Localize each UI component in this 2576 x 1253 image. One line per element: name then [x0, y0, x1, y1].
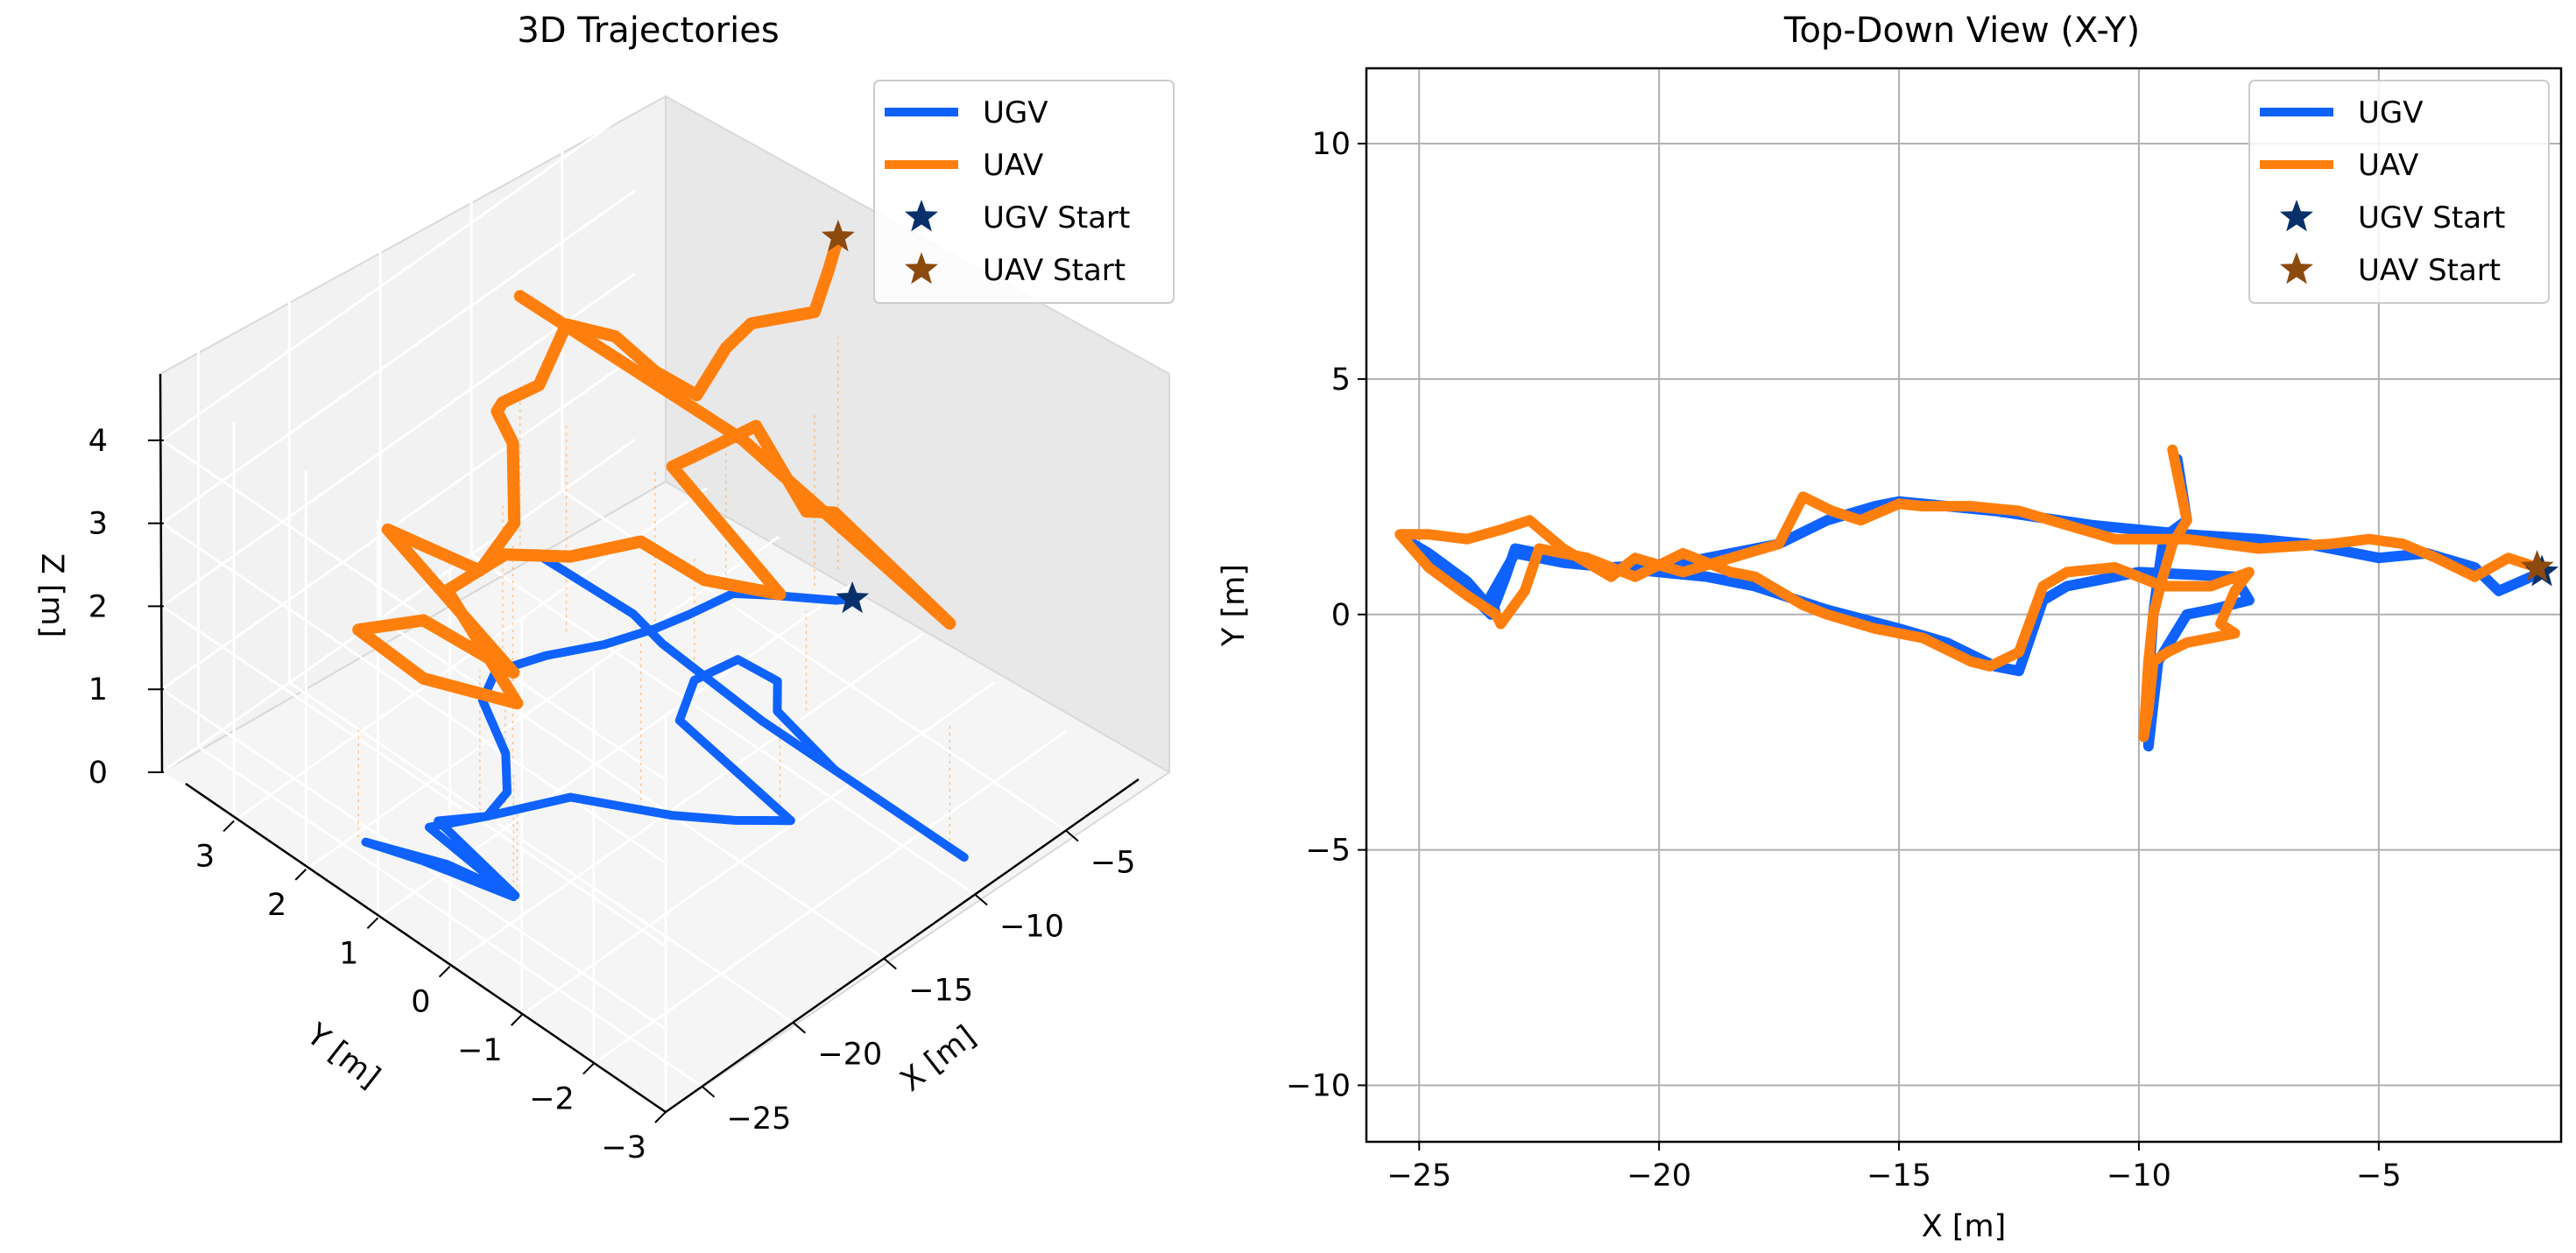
- axes-frame-2d: [1365, 67, 2563, 1144]
- y-tick-label-2d: 10: [1311, 127, 1351, 162]
- z-tick-label-3d: 0: [88, 756, 108, 791]
- y-tick-label-3d: −3: [601, 1130, 646, 1165]
- marker-uav-start-3d: [821, 219, 855, 252]
- legend-3d: UGV UAV UGV Start UAV Start: [873, 80, 1175, 304]
- y-tick-mark-3d: [654, 1111, 667, 1123]
- series-line-uav-2d: [1394, 444, 2543, 743]
- x-gridline-floor: [379, 617, 886, 960]
- x-tick-label-2d: −10: [2107, 1158, 2171, 1193]
- z-tick-label-3d: 4: [88, 424, 108, 459]
- y-gridline-floor: [520, 680, 996, 1017]
- legend-swatch-ugv-start-3d: [905, 200, 938, 232]
- y-tick-mark-3d: [511, 1014, 523, 1026]
- y-gridline-floor: [592, 729, 1068, 1065]
- plot-area-2d: [1394, 444, 2559, 752]
- legend-2d: UGV UAV UGV Start UAV Start: [2248, 80, 2550, 304]
- y-gridline-floor: [377, 584, 852, 919]
- series-line-uav-3d: [352, 230, 956, 710]
- z-tick-label-3d: 1: [88, 672, 108, 707]
- y-tick-label-3d: 0: [411, 985, 430, 1020]
- legend-label-3d: UAV Start: [983, 253, 1126, 288]
- x-tick-mark-3d: [701, 1086, 716, 1098]
- y-tick-mark-3d: [438, 966, 451, 978]
- x-tick-label-2d: −15: [1867, 1158, 1931, 1193]
- y-tick-mark-3d: [366, 917, 379, 929]
- chart-title-3d: 3D Trajectories: [517, 11, 779, 51]
- y-tick-label-3d: 1: [339, 936, 358, 971]
- panel-3d-trajectories: 3D Trajectories −25−20−15−10−5−3−2−10123…: [34, 11, 1175, 1165]
- x-tick-label-3d: −20: [817, 1038, 882, 1073]
- marker-ugv-start-3d: [836, 581, 870, 614]
- legend-label-2d: UGV: [2358, 95, 2424, 130]
- series-line-ugv-3d: [361, 549, 969, 902]
- y-tick-mark-3d: [582, 1062, 595, 1075]
- legend-label-3d: UGV: [983, 95, 1048, 130]
- y-tick-label-3d: −1: [457, 1033, 503, 1068]
- y-tick-mark-3d: [294, 869, 307, 881]
- x-tick-mark-3d: [974, 893, 988, 906]
- y-tick-label-3d: −2: [529, 1082, 575, 1117]
- legend-label-2d: UGV Start: [2358, 201, 2505, 236]
- chart-title-2d: Top-Down View (X-Y): [1783, 11, 2140, 51]
- legend-swatch-uav-start-2d: [2280, 252, 2313, 285]
- x-tick-label-3d: −25: [727, 1102, 792, 1137]
- legend-swatch-ugv-start-2d: [2280, 200, 2313, 232]
- z-gridline-right-wall: [161, 106, 636, 442]
- z-tick-label-3d: 2: [88, 589, 108, 624]
- legend-box-3d: [873, 80, 1175, 304]
- y-tick-label-3d: 2: [267, 888, 286, 923]
- legend-label-2d: UAV Start: [2358, 253, 2501, 288]
- y-tick-mark-3d: [222, 820, 235, 833]
- x-tick-label-3d: −15: [908, 974, 973, 1009]
- legend-swatch-uav-start-3d: [905, 252, 938, 285]
- z-axis-label-3d: Z [m]: [34, 553, 69, 638]
- x-tick-mark-3d: [883, 957, 897, 970]
- z-gridline-right-wall: [161, 272, 636, 608]
- x-tick-label-2d: −25: [1387, 1158, 1451, 1193]
- x-tick-mark-3d: [792, 1021, 807, 1034]
- z-gridline-left-wall: [161, 605, 667, 947]
- x-axis-label-2d: X [m]: [1922, 1209, 2007, 1244]
- marker-uav-start-2d: [2520, 550, 2554, 582]
- z-gridline-right-wall: [161, 355, 636, 691]
- legend-label-2d: UAV: [2358, 148, 2418, 183]
- y-tick-label-3d: 3: [195, 839, 215, 874]
- x-gridline-floor: [470, 553, 976, 896]
- y-gridline-floor: [305, 535, 780, 871]
- z-gridline-left-wall: [161, 439, 667, 782]
- z-gridline-right-wall: [161, 438, 636, 774]
- y-tick-label-2d: 5: [1331, 363, 1351, 398]
- x-tick-label-3d: −10: [999, 910, 1064, 945]
- z-gridline-right-wall: [161, 189, 636, 524]
- x-tick-label-2d: −20: [1627, 1158, 1691, 1193]
- y-tick-label-2d: 0: [1331, 598, 1351, 633]
- panel-top-down-view: Top-Down View (X-Y) −25 −20 −15 −10 −5 10 5 0 −5…: [1217, 11, 2563, 1244]
- x-tick-label-3d: −5: [1090, 845, 1136, 880]
- z-gridline-left-wall: [161, 522, 667, 864]
- ticks-2d: −25 −20 −15 −10 −5 10 5 0 −5 −10: [1286, 127, 2402, 1193]
- y-axis-line: [185, 782, 667, 1114]
- x-tick-mark-3d: [1065, 829, 1079, 842]
- y-axis-label-2d: Y [m]: [1217, 564, 1252, 647]
- legend-label-3d: UGV Start: [983, 201, 1130, 236]
- x-gridline-floor: [288, 681, 794, 1024]
- plot-area-3d: [352, 219, 969, 902]
- x-axis-line: [665, 778, 1140, 1114]
- y-gridline-floor: [448, 632, 924, 968]
- z-tick-label-3d: 3: [88, 507, 108, 542]
- x-tick-label-2d: −5: [2356, 1158, 2402, 1193]
- y-tick-label-2d: −5: [1305, 834, 1351, 869]
- legend-box-2d: [2248, 80, 2550, 304]
- grid-2d: [1366, 68, 2561, 1142]
- legend-label-3d: UAV: [983, 148, 1043, 183]
- y-tick-label-2d: −10: [1286, 1068, 1351, 1103]
